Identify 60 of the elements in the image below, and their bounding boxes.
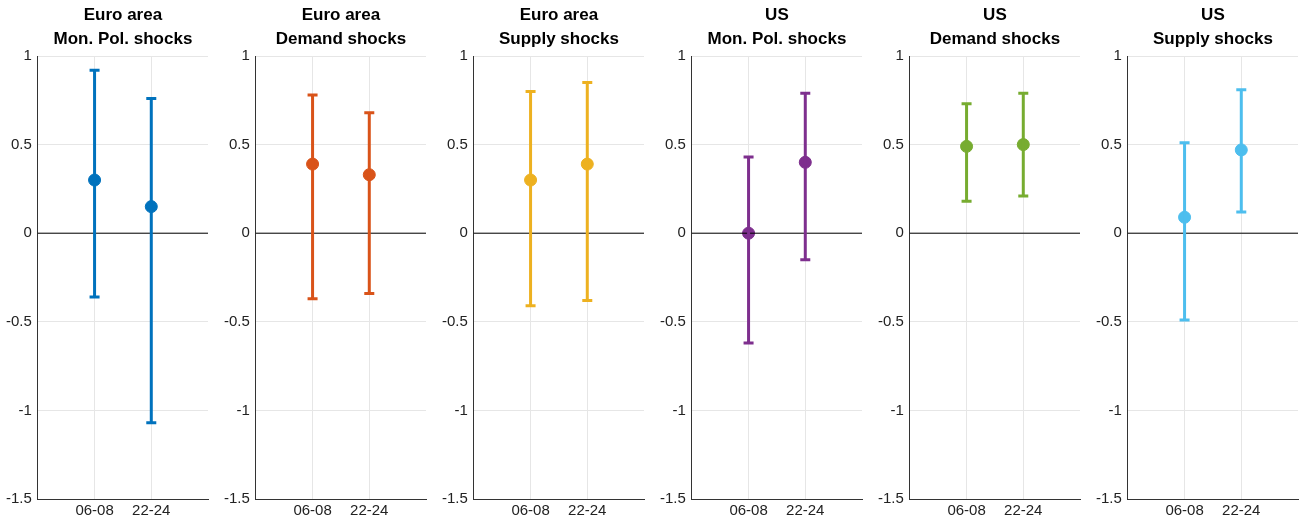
chart-subtitle: Supply shocks xyxy=(498,29,619,48)
x-tick-label: 06-08 xyxy=(947,501,986,519)
chart-title: Euro area xyxy=(519,5,599,24)
x-tick-label: 22-24 xyxy=(350,501,389,519)
y-tick-label: 1 xyxy=(1113,46,1122,64)
y-tick-label: -1.5 xyxy=(223,489,250,507)
y-tick-label: -1.5 xyxy=(659,489,686,507)
y-tick-label: 1 xyxy=(23,46,32,64)
y-tick-label: -1 xyxy=(672,400,686,418)
y-tick-label: 1 xyxy=(241,46,250,64)
x-tick-label: 22-24 xyxy=(568,501,607,519)
chart-title: Euro area xyxy=(83,5,163,24)
chart-title: US xyxy=(1201,5,1225,24)
y-tick-label: 0.5 xyxy=(228,134,250,152)
x-tick-label: 22-24 xyxy=(1222,501,1261,519)
chart-subtitle: Mon. Pol. shocks xyxy=(53,29,193,48)
y-tick-label: -1 xyxy=(454,400,468,418)
y-tick-label: 1 xyxy=(895,46,904,64)
y-tick-label: 0.5 xyxy=(10,134,32,152)
y-tick-label: -1.5 xyxy=(1095,489,1122,507)
x-tick-label: 06-08 xyxy=(293,501,332,519)
chart-title: Euro area xyxy=(301,5,381,24)
y-tick-label: 0.5 xyxy=(882,134,904,152)
y-tick-label: -0.5 xyxy=(223,311,250,329)
x-tick-label: 06-08 xyxy=(511,501,550,519)
x-tick-label: 22-24 xyxy=(1004,501,1043,519)
y-tick-label: -1.5 xyxy=(5,489,32,507)
y-tick-label: -1.5 xyxy=(441,489,468,507)
y-tick-label: 1 xyxy=(677,46,686,64)
y-tick-label: 0 xyxy=(459,223,468,241)
y-tick-label: 0 xyxy=(23,223,32,241)
y-tick-label: -1 xyxy=(890,400,904,418)
x-tick-label: 06-08 xyxy=(75,501,114,519)
x-tick-label: 06-08 xyxy=(729,501,768,519)
y-tick-label: -0.5 xyxy=(877,311,904,329)
chart-title: US xyxy=(983,5,1007,24)
y-tick-label: 0.5 xyxy=(664,134,686,152)
chart-title: US xyxy=(765,5,789,24)
x-tick-label: 22-24 xyxy=(132,501,171,519)
y-tick-label: -0.5 xyxy=(5,311,32,329)
y-tick-label: 0 xyxy=(1113,223,1122,241)
y-tick-label: 0 xyxy=(241,223,250,241)
y-tick-label: 0.5 xyxy=(446,134,468,152)
chart-subtitle: Mon. Pol. shocks xyxy=(707,29,847,48)
y-tick-label: -0.5 xyxy=(1095,311,1122,329)
y-tick-label: -1.5 xyxy=(877,489,904,507)
chart-subtitle: Demand shocks xyxy=(929,29,1061,48)
chart-subtitle: Supply shocks xyxy=(1152,29,1273,48)
y-tick-label: -0.5 xyxy=(659,311,686,329)
y-tick-label: -0.5 xyxy=(441,311,468,329)
y-tick-label: 0 xyxy=(895,223,904,241)
y-tick-label: -1 xyxy=(1108,400,1122,418)
x-tick-label: 06-08 xyxy=(1165,501,1204,519)
y-tick-label: -1 xyxy=(236,400,250,418)
y-tick-label: 1 xyxy=(459,46,468,64)
y-tick-label: 0 xyxy=(677,223,686,241)
y-tick-label: 0.5 xyxy=(1100,134,1122,152)
chart-subtitle: Demand shocks xyxy=(275,29,407,48)
x-tick-label: 22-24 xyxy=(786,501,825,519)
y-tick-label: -1 xyxy=(18,400,32,418)
